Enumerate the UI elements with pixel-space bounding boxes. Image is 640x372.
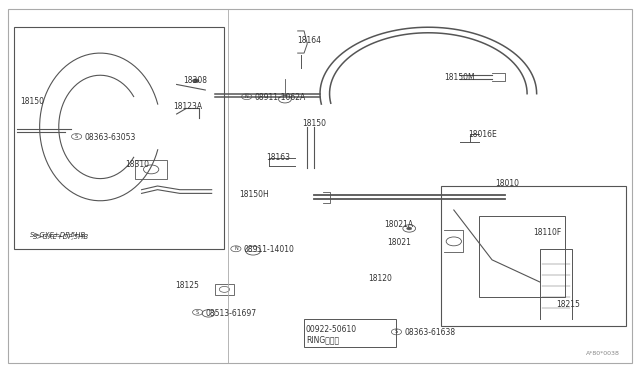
- Bar: [14, 27, 225, 249]
- Text: 18310: 18310: [125, 160, 150, 170]
- Text: 18215: 18215: [556, 300, 580, 310]
- Text: 08911-14010: 08911-14010: [244, 245, 294, 254]
- Text: N: N: [245, 94, 248, 99]
- Text: 08911-1062A: 08911-1062A: [254, 93, 306, 102]
- Bar: [441, 186, 626, 326]
- Text: 08513-61697: 08513-61697: [205, 308, 257, 318]
- Text: S: S: [75, 134, 78, 139]
- Bar: [479, 215, 565, 297]
- Text: S>GXE+DP,5HB: S>GXE+DP,5HB: [33, 234, 90, 240]
- Text: 18123A: 18123A: [173, 102, 203, 111]
- Text: 08363-61638: 08363-61638: [404, 328, 455, 337]
- Text: 18016E: 18016E: [468, 130, 497, 139]
- Text: RINGリンク: RINGリンク: [306, 336, 339, 345]
- Text: 00922-50610: 00922-50610: [306, 325, 357, 334]
- Text: 18010: 18010: [495, 179, 519, 187]
- Text: A*80*0038: A*80*0038: [586, 351, 620, 356]
- Text: 18150H: 18150H: [239, 190, 269, 199]
- Text: 18125: 18125: [175, 281, 199, 290]
- Circle shape: [193, 79, 199, 83]
- Circle shape: [406, 227, 412, 230]
- Text: 18308: 18308: [183, 76, 207, 85]
- Text: 18021: 18021: [387, 238, 411, 247]
- Text: 18150: 18150: [20, 97, 45, 106]
- Text: 18163: 18163: [266, 153, 290, 162]
- Text: 08363-63053: 08363-63053: [84, 133, 136, 142]
- Text: 18021A: 18021A: [384, 220, 413, 229]
- Bar: [304, 319, 396, 347]
- Text: S: S: [395, 329, 398, 334]
- Text: N: N: [234, 246, 238, 251]
- Bar: [135, 160, 167, 179]
- Text: 18150M: 18150M: [444, 73, 475, 81]
- Text: 18164: 18164: [298, 36, 322, 45]
- Bar: [215, 284, 234, 295]
- Text: 18150: 18150: [302, 119, 326, 128]
- Text: S>GXE+DP,5HB: S>GXE+DP,5HB: [30, 232, 86, 238]
- Text: 18110F: 18110F: [534, 228, 562, 237]
- Text: S: S: [196, 310, 199, 315]
- Text: 18120: 18120: [368, 274, 392, 283]
